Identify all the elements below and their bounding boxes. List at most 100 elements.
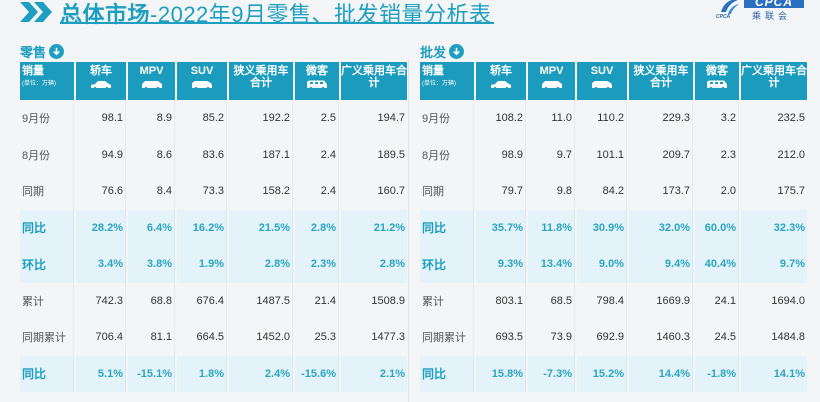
table-cell: 1694.0 bbox=[771, 294, 805, 307]
column-label: 销量 bbox=[22, 65, 44, 77]
row-label: 同期累计 bbox=[20, 319, 74, 356]
table-cell: 192.2 bbox=[229, 100, 293, 137]
table-cell: 21.2% bbox=[341, 209, 407, 246]
table-cell: 8.6 bbox=[128, 136, 175, 173]
table-cell: 5.1% bbox=[76, 355, 126, 392]
table-cell: 194.7 bbox=[377, 112, 405, 125]
title-underline bbox=[60, 22, 494, 24]
table-cell: 16.2% bbox=[177, 209, 227, 246]
table-cell: 212.0 bbox=[777, 148, 805, 161]
table-row: 同期累计 693.5 73.9 692.9 1460.3 24.5 1484.8 bbox=[420, 319, 807, 356]
col-header-minivan: 微客 bbox=[295, 62, 339, 100]
table-cell: 9.8 bbox=[528, 173, 575, 210]
row-label: 同比 bbox=[20, 209, 74, 246]
column-label: 微客 bbox=[306, 65, 328, 77]
table-row-ytd-yoy: 同比 5.1% -15.1% 1.8% 2.4% -15.6% 2.1% bbox=[20, 355, 407, 392]
table-cell: 209.7 bbox=[629, 136, 693, 173]
table-cell: 35.7% bbox=[476, 209, 526, 246]
mpv-icon bbox=[541, 81, 562, 90]
column-label: 广义乘用车合计 bbox=[341, 65, 407, 89]
table-cell: 6.4% bbox=[128, 209, 175, 246]
table-row: 累计 742.3 68.8 676.4 1487.5 21.4 1508.9 bbox=[20, 282, 407, 319]
table-cell: 3.2 bbox=[695, 100, 739, 137]
table-cell: 11.0 bbox=[528, 100, 575, 137]
table-cell: 76.6 bbox=[76, 173, 126, 210]
table-cell: 85.2 bbox=[177, 100, 227, 137]
table-cell: 706.4 bbox=[76, 319, 126, 356]
column-label: 轿车 bbox=[490, 65, 512, 77]
cpca-logo: CPCA 乘联会 CPCA bbox=[716, 0, 816, 24]
table-cell: 24.5 bbox=[695, 319, 739, 356]
table-cell: 108.2 bbox=[476, 100, 526, 137]
table-cell: 15.2% bbox=[577, 355, 627, 392]
table-cell: -1.8% bbox=[695, 355, 739, 392]
column-label: SUV bbox=[590, 65, 614, 77]
table-row-ytd-yoy: 同比 15.8% -7.3% 15.2% 14.4% -1.8% 14.1% bbox=[420, 355, 807, 392]
retail-panel: 零售 销量 (单位：万辆) 轿车 MPV SUV 狭义乘用车合计 微客 广义乘用车… bbox=[20, 40, 410, 392]
wholesale-table: 销量 (单位：万辆) 轿车 MPV SUV 狭义乘用车合计 微客 广义乘用车合计 … bbox=[418, 62, 809, 392]
col-header-sedan: 轿车 bbox=[476, 62, 526, 100]
table-cell: 83.6 bbox=[177, 136, 227, 173]
table-cell: 73.9 bbox=[528, 319, 575, 356]
table-cell: 21.4 bbox=[295, 282, 339, 319]
table-cell: 79.7 bbox=[476, 173, 526, 210]
col-header-narrow-total: 狭义乘用车合计 bbox=[629, 62, 693, 100]
table-row: 8月份 94.9 8.6 83.6 187.1 2.4 189.5 bbox=[20, 136, 407, 173]
wholesale-panel: 批发 销量 (单位：万辆) 轿车 MPV SUV 狭义乘用车合计 微客 广义乘用车… bbox=[420, 40, 810, 392]
sedan-icon bbox=[91, 81, 111, 90]
table-cell: 1484.8 bbox=[771, 331, 805, 344]
table-cell: 84.2 bbox=[577, 173, 627, 210]
table-cell: 173.7 bbox=[629, 173, 693, 210]
suv-icon bbox=[192, 81, 212, 90]
table-cell: 14.4% bbox=[629, 355, 693, 392]
table-cell: 1.8% bbox=[177, 355, 227, 392]
table-row: 9月份 108.2 11.0 110.2 229.3 3.2 232.5 bbox=[420, 100, 807, 137]
col-header-suv: SUV bbox=[577, 62, 627, 100]
unit-label: (单位：万辆) bbox=[422, 81, 456, 87]
table-row-yoy: 同比 28.2% 6.4% 16.2% 21.5% 2.8% 21.2% bbox=[20, 209, 407, 246]
table-cell: 11.8% bbox=[528, 209, 575, 246]
table-cell: 60.0% bbox=[695, 209, 739, 246]
table-cell: 2.8% bbox=[295, 209, 339, 246]
row-label: 同比 bbox=[420, 355, 474, 392]
row-label: 累计 bbox=[20, 282, 74, 319]
table-cell: 798.4 bbox=[577, 282, 627, 319]
table-cell: 9.4% bbox=[629, 246, 693, 283]
row-label: 8月份 bbox=[420, 136, 474, 173]
table-cell: 1487.5 bbox=[229, 282, 293, 319]
table-cell: 2.8% bbox=[341, 246, 407, 283]
table-row-yoy: 同比 35.7% 11.8% 30.9% 32.0% 60.0% 32.3% bbox=[420, 209, 807, 246]
table-cell: 32.3% bbox=[741, 209, 807, 246]
table-cell: 68.5 bbox=[528, 282, 575, 319]
unit-label: (单位：万辆) bbox=[22, 81, 56, 87]
table-cell: 110.2 bbox=[577, 100, 627, 137]
table-row-mom: 环比 3.4% 3.8% 1.9% 2.8% 2.3% 2.8% bbox=[20, 246, 407, 283]
table-cell: 25.3 bbox=[295, 319, 339, 356]
table-cell: 3.4% bbox=[76, 246, 126, 283]
suv-icon bbox=[592, 81, 612, 90]
table-cell: 693.5 bbox=[476, 319, 526, 356]
table-cell: 2.4% bbox=[229, 355, 293, 392]
table-cell: 9.7% bbox=[741, 246, 807, 283]
table-cell: 232.5 bbox=[777, 112, 805, 125]
col-header-mpv: MPV bbox=[128, 62, 175, 100]
table-cell: 32.0% bbox=[629, 209, 693, 246]
retail-table: 销量 (单位：万辆) 轿车 MPV SUV 狭义乘用车合计 微客 广义乘用车合计 … bbox=[18, 62, 409, 392]
wholesale-section-label: 批发 bbox=[420, 40, 810, 62]
table-cell: 94.9 bbox=[76, 136, 126, 173]
double-chevron-icon bbox=[20, 2, 52, 22]
column-label: 广义乘用车合计 bbox=[741, 65, 807, 89]
row-label: 同期 bbox=[420, 173, 474, 210]
table-cell: -15.1% bbox=[128, 355, 175, 392]
col-header-minivan: 微客 bbox=[695, 62, 739, 100]
table-cell: 3.8% bbox=[128, 246, 175, 283]
table-cell: 1.9% bbox=[177, 246, 227, 283]
row-label: 8月份 bbox=[20, 136, 74, 173]
row-label: 同比 bbox=[420, 209, 474, 246]
table-cell: 160.7 bbox=[377, 185, 405, 198]
row-label: 同期 bbox=[20, 173, 74, 210]
table-row: 同期 76.6 8.4 73.3 158.2 2.4 160.7 bbox=[20, 173, 407, 210]
row-label: 环比 bbox=[20, 246, 74, 283]
table-cell: 40.4% bbox=[695, 246, 739, 283]
table-cell: 9.3% bbox=[476, 246, 526, 283]
